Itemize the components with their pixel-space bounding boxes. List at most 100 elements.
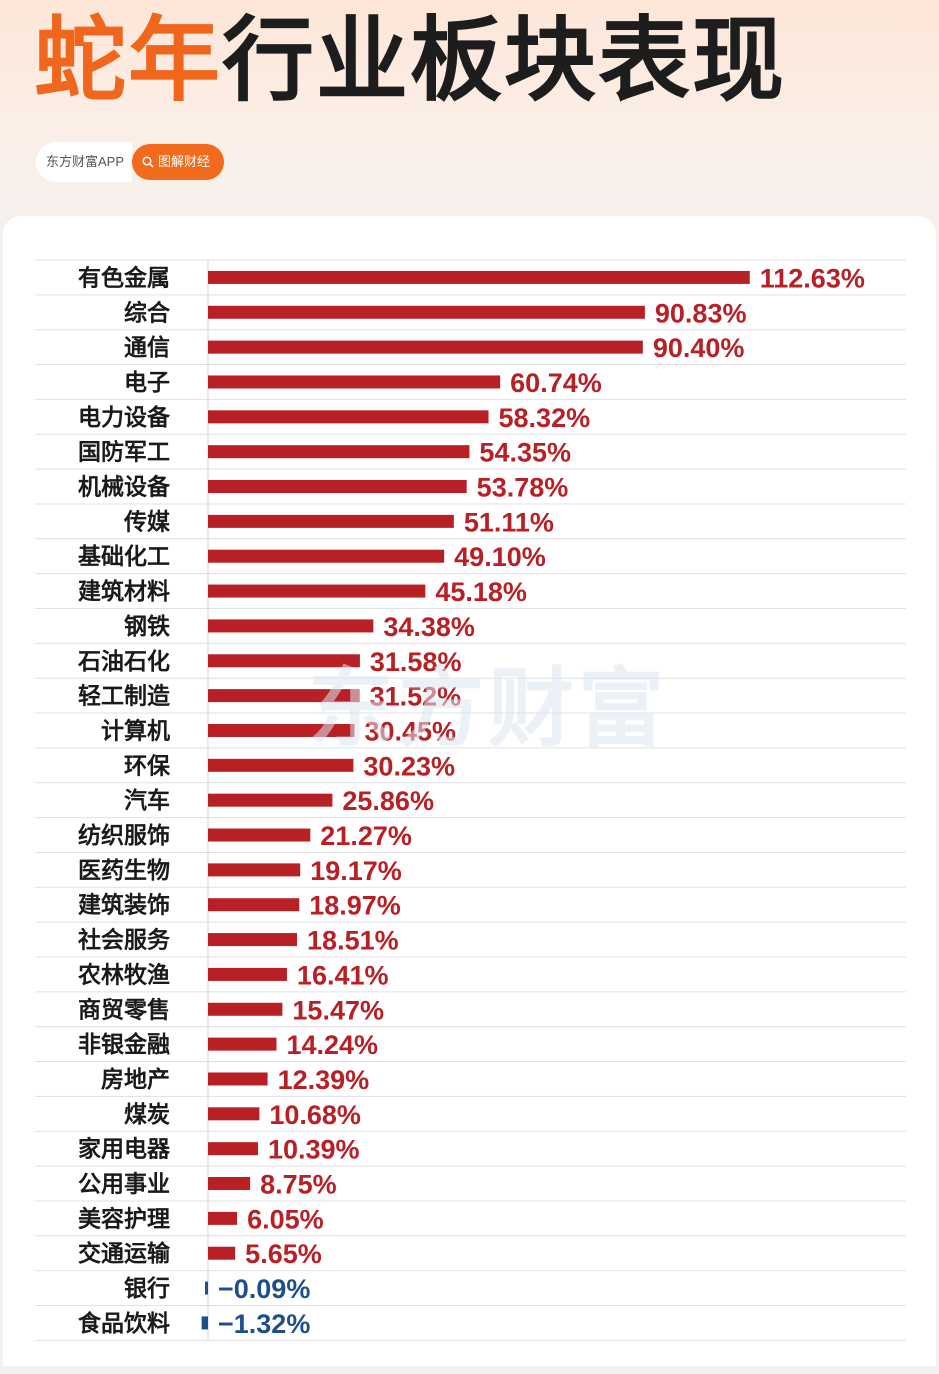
bar — [208, 967, 287, 981]
bar — [208, 654, 360, 668]
value-label: 58.32% — [499, 403, 591, 433]
category-label: 综合 — [124, 299, 171, 326]
category-label: 电力设备 — [78, 404, 171, 431]
value-label: −0.09% — [218, 1274, 310, 1304]
value-label: 21.27% — [320, 821, 412, 851]
value-label: 14.24% — [286, 1030, 378, 1060]
category-label: 钢铁 — [124, 614, 170, 640]
category-label: 非银金融 — [78, 1031, 170, 1058]
value-label: 90.40% — [653, 333, 745, 363]
source-label: 东方财富APP — [36, 142, 133, 182]
bar — [208, 1107, 260, 1121]
bar — [208, 828, 311, 842]
page-title: 蛇年行业板块表现 — [34, 6, 786, 116]
value-label: 54.35% — [479, 438, 571, 468]
header: 蛇年行业板块表现 东方财富APP 图解财经 — [0, 0, 939, 220]
value-label: 8.75% — [260, 1170, 337, 1200]
category-label: 纺织服饰 — [78, 822, 170, 849]
value-label: 49.10% — [454, 542, 546, 572]
search-button[interactable]: 图解财经 — [132, 144, 225, 180]
bar — [208, 375, 501, 389]
value-label: 19.17% — [310, 856, 402, 886]
category-label: 商贸零售 — [78, 996, 170, 1023]
bar — [208, 758, 354, 772]
category-label: 电子 — [124, 370, 170, 396]
bar — [208, 1246, 236, 1260]
value-label: 12.39% — [278, 1065, 370, 1095]
value-label: 15.47% — [292, 995, 384, 1025]
bar — [205, 1281, 208, 1295]
bar — [208, 410, 489, 424]
category-label: 社会服务 — [78, 927, 171, 954]
value-label: 5.65% — [245, 1239, 322, 1269]
value-label: 31.52% — [370, 682, 462, 712]
search-icon — [142, 156, 154, 168]
bar-chart: 有色金属 112.63% 综合 90.83% 通信 90.40% 电子 60.74% 电力设备 5… — [35, 259, 906, 1341]
title-rest: 行业板块表现 — [222, 7, 787, 114]
category-label: 银行 — [124, 1275, 170, 1302]
category-label: 煤炭 — [124, 1102, 170, 1128]
value-label: 90.83% — [655, 298, 747, 328]
category-label: 食品饮料 — [78, 1310, 170, 1337]
bar — [208, 340, 643, 354]
bar — [208, 1177, 251, 1191]
category-label: 房地产 — [101, 1066, 170, 1093]
bar — [208, 584, 426, 598]
category-label: 建筑材料 — [78, 578, 170, 605]
category-label: 轻工制造 — [78, 683, 171, 710]
category-label: 通信 — [124, 334, 170, 361]
bar — [208, 933, 298, 947]
bar — [208, 1002, 283, 1016]
bar — [208, 1142, 258, 1156]
category-label: 环保 — [124, 752, 171, 779]
category-label: 建筑装饰 — [78, 892, 170, 919]
bar — [208, 480, 467, 494]
bar — [208, 1037, 277, 1051]
bar — [208, 549, 445, 563]
bar — [208, 1072, 268, 1086]
value-label: 10.68% — [269, 1100, 361, 1130]
title-accent: 蛇年 — [34, 7, 223, 114]
bar — [201, 1316, 208, 1330]
category-label: 交通运输 — [78, 1240, 171, 1267]
category-label: 传媒 — [123, 508, 171, 535]
category-label: 有色金属 — [78, 264, 170, 291]
value-label: 18.51% — [307, 926, 399, 956]
source-badge-row: 东方财富APP 图解财经 — [36, 142, 225, 182]
value-label: −1.32% — [218, 1309, 310, 1339]
bar — [208, 514, 454, 528]
bar — [208, 898, 300, 912]
value-label: 112.63% — [760, 263, 865, 293]
category-label: 机械设备 — [78, 474, 171, 501]
category-label: 计算机 — [101, 717, 170, 744]
category-label: 基础化工 — [78, 543, 170, 570]
value-label: 18.97% — [309, 891, 401, 921]
value-label: 34.38% — [383, 612, 475, 642]
bar — [208, 793, 333, 807]
category-label: 公用事业 — [78, 1172, 170, 1198]
value-label: 53.78% — [477, 473, 569, 503]
bar — [208, 689, 360, 703]
value-label: 31.58% — [370, 647, 462, 677]
value-label: 6.05% — [247, 1204, 324, 1234]
value-label: 60.74% — [510, 368, 602, 398]
bar — [208, 619, 374, 633]
category-label: 家用电器 — [78, 1136, 171, 1163]
value-label: 16.41% — [297, 960, 389, 990]
category-label: 农林牧渔 — [77, 961, 170, 988]
chart-card: 有色金属 112.63% 综合 90.83% 通信 90.40% 电子 60.74% 电力设备 5… — [3, 216, 936, 1366]
category-label: 汽车 — [124, 787, 170, 814]
category-label: 医药生物 — [78, 857, 170, 884]
bar — [208, 445, 470, 459]
bar — [208, 863, 301, 877]
category-label: 国防军工 — [78, 439, 170, 466]
category-label: 石油石化 — [77, 648, 170, 675]
bar — [208, 1211, 238, 1225]
value-label: 45.18% — [435, 577, 527, 607]
value-label: 25.86% — [342, 786, 434, 816]
bar — [208, 723, 355, 737]
value-label: 30.45% — [364, 716, 456, 746]
bar — [208, 270, 750, 284]
value-label: 30.23% — [363, 751, 455, 781]
search-button-label: 图解财经 — [158, 154, 211, 169]
